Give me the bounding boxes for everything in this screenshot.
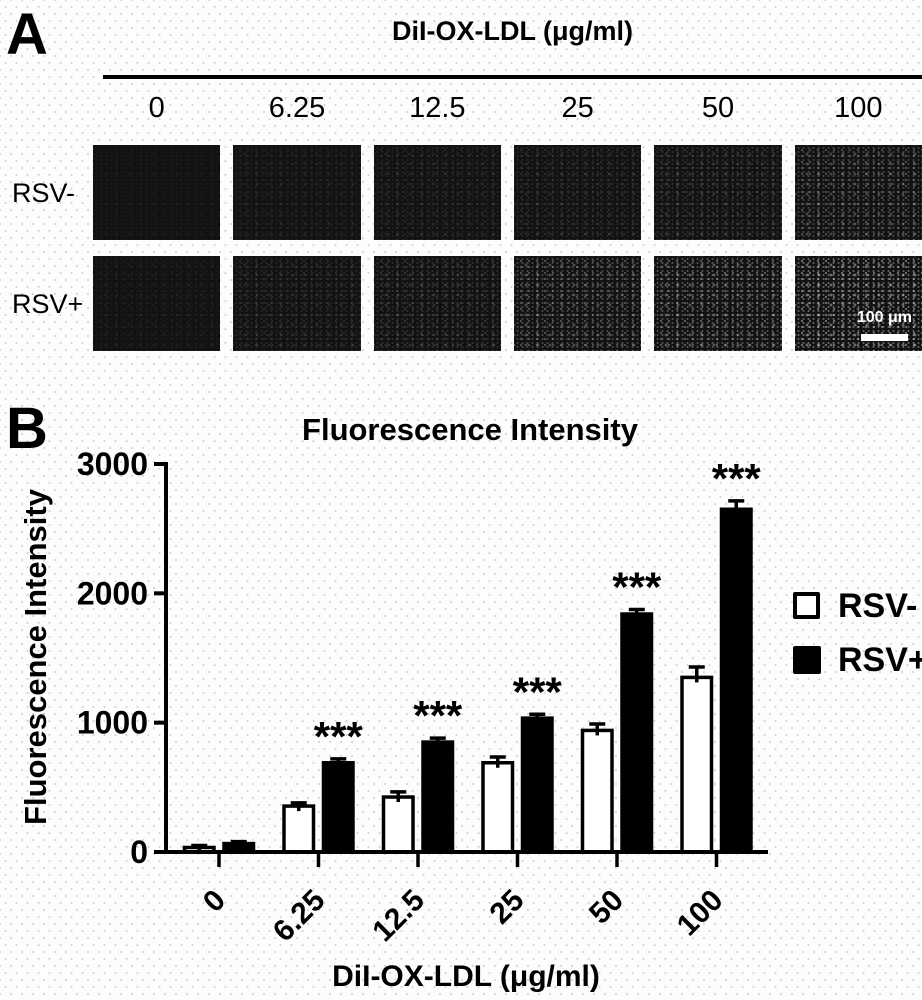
micrograph-tile xyxy=(654,256,782,351)
micrograph-tile xyxy=(233,256,361,351)
bar-RSV+-100 xyxy=(719,507,753,854)
concentration-labels: 0 6.25 12.5 25 50 100 xyxy=(93,92,922,125)
x-tick-label: 100 xyxy=(671,884,730,943)
bar-RSV--0 xyxy=(182,845,216,854)
bar-RSV--25 xyxy=(481,761,515,854)
bar-RSV+-6.25 xyxy=(321,761,355,854)
concentration-label: 50 xyxy=(701,92,735,124)
x-tick-label: 50 xyxy=(583,884,630,931)
concentration-label: 25 xyxy=(561,92,594,124)
row-label-rsv-plus: RSV+ xyxy=(12,289,84,319)
x-tick-label: 6.25 xyxy=(267,884,332,949)
micrograph-tile xyxy=(93,145,221,240)
concentration-label: 0 xyxy=(148,92,165,124)
y-tick-label: 0 xyxy=(130,834,148,870)
x-tick-label: 25 xyxy=(484,884,531,931)
bar-RSV--6.25 xyxy=(282,804,316,854)
panel-a-title: DiI-OX-LDL (μg/ml) xyxy=(392,16,633,46)
significance-stars: *** xyxy=(413,692,463,739)
concentration-label: 12.5 xyxy=(409,92,466,124)
micrograph-tile xyxy=(93,256,221,351)
bar-RSV--12.5 xyxy=(381,795,415,854)
y-tick-label: 1000 xyxy=(77,705,148,741)
micrograph-tile xyxy=(514,145,642,240)
concentration-label: 6.25 xyxy=(268,92,326,124)
legend-swatch-rsv-plus xyxy=(793,646,821,674)
bar-RSV+-12.5 xyxy=(421,740,455,854)
bar-RSV+-50 xyxy=(620,612,654,854)
concentration-label: 100 xyxy=(834,92,883,124)
micrograph-row-rsv-plus xyxy=(93,256,922,351)
y-axis-title: Fluorescence Intensity xyxy=(18,489,53,825)
bar-RSV+-0 xyxy=(222,841,256,854)
bar-RSV--100 xyxy=(680,675,714,854)
micrograph-tile xyxy=(373,256,501,351)
significance-stars: *** xyxy=(712,455,762,502)
x-tick-label: 12.5 xyxy=(366,884,431,949)
legend-swatch-rsv-minus xyxy=(793,592,820,619)
micrograph-tile xyxy=(373,145,501,240)
x-tick-label: 0 xyxy=(197,884,232,919)
y-tick-label: 3000 xyxy=(77,446,148,482)
panel-b-letter: B xyxy=(6,396,48,461)
y-tick-label: 2000 xyxy=(77,575,148,611)
significance-stars: *** xyxy=(513,668,563,715)
micrograph-tile xyxy=(794,145,922,240)
scale-bar xyxy=(861,334,908,341)
panel-a-header-rule xyxy=(103,75,922,79)
panel-a-letter: A xyxy=(6,2,48,67)
bar-RSV--50 xyxy=(580,728,614,854)
micrograph-tile xyxy=(233,145,361,240)
chart-title: Fluorescence Intensity xyxy=(302,412,638,447)
significance-stars: *** xyxy=(612,564,662,611)
x-axis-title: DiI-OX-LDL (μg/ml) xyxy=(332,960,600,993)
micrograph-tile xyxy=(794,256,922,351)
micrograph-row-rsv-minus xyxy=(93,145,922,240)
legend-label-rsv-minus: RSV- xyxy=(838,587,918,625)
significance-stars: *** xyxy=(314,713,364,760)
legend-label-rsv-plus: RSV+ xyxy=(838,641,922,679)
micrograph-tile xyxy=(514,256,642,351)
row-label-rsv-minus: RSV- xyxy=(12,178,76,208)
micrograph-tile xyxy=(654,145,782,240)
scale-bar-label: 100 μm xyxy=(856,309,912,326)
bar-RSV+-25 xyxy=(520,716,554,854)
